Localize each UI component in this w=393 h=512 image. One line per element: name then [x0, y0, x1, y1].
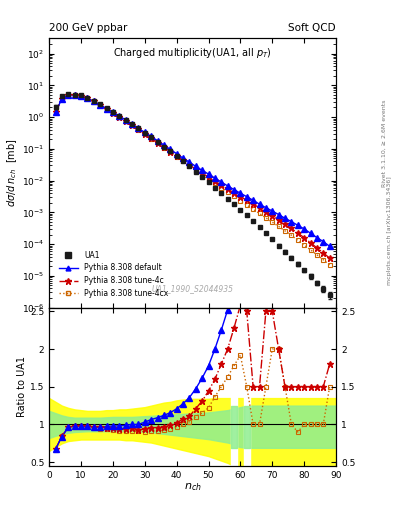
Text: Soft QCD: Soft QCD: [288, 23, 336, 33]
Text: mcplots.cern.ch [arXiv:1306.3436]: mcplots.cern.ch [arXiv:1306.3436]: [387, 176, 392, 285]
Y-axis label: Ratio to UA1: Ratio to UA1: [17, 356, 27, 417]
Y-axis label: $d\sigma/d\,n_{ch}$  [mb]: $d\sigma/d\,n_{ch}$ [mb]: [5, 139, 19, 207]
Legend: UA1, Pythia 8.308 default, Pythia 8.308 tune-4c, Pythia 8.308 tune-4cx: UA1, Pythia 8.308 default, Pythia 8.308 …: [56, 247, 171, 301]
X-axis label: $n_{ch}$: $n_{ch}$: [184, 481, 202, 493]
Text: Rivet 3.1.10, ≥ 2.6M events: Rivet 3.1.10, ≥ 2.6M events: [382, 100, 387, 187]
Text: 200 GeV ppbar: 200 GeV ppbar: [49, 23, 127, 33]
Text: UA1_1990_S2044935: UA1_1990_S2044935: [152, 284, 233, 293]
Text: Charged multiplicity(UA1, all $p_T$): Charged multiplicity(UA1, all $p_T$): [113, 47, 272, 60]
